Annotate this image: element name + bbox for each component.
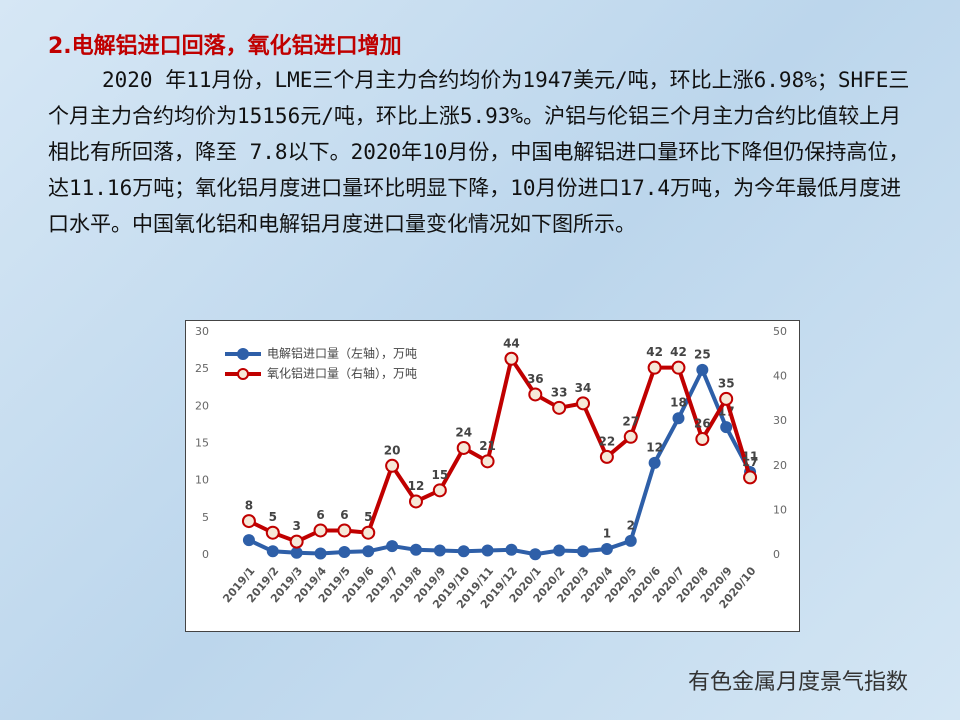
marker <box>528 387 543 402</box>
data-label: 1 <box>603 527 611 541</box>
data-label: 35 <box>718 376 735 390</box>
marker <box>408 494 423 509</box>
marker <box>337 523 352 538</box>
y2-tick-label: 0 <box>773 548 780 561</box>
data-label: 3 <box>292 519 300 533</box>
marker <box>386 540 399 553</box>
marker <box>505 543 518 556</box>
marker <box>720 421 733 434</box>
marker <box>672 412 685 425</box>
marker <box>623 429 638 444</box>
data-label: 42 <box>670 345 687 359</box>
marker <box>290 546 303 559</box>
marker <box>529 548 542 561</box>
marker <box>338 546 351 559</box>
data-label: 15 <box>431 468 448 482</box>
data-label: 42 <box>646 345 663 359</box>
data-label: 5 <box>364 510 372 524</box>
data-label: 6 <box>340 508 348 522</box>
marker <box>241 514 256 529</box>
marker <box>313 523 328 538</box>
data-label: 12 <box>408 479 425 493</box>
legend-label: 氧化铝进口量（右轴），万吨 <box>267 366 417 381</box>
data-label: 24 <box>455 425 472 439</box>
marker <box>361 525 376 540</box>
marker <box>553 544 566 557</box>
y-tick-label: 10 <box>195 474 209 487</box>
marker <box>577 545 590 558</box>
marker <box>648 456 661 469</box>
y2-tick-label: 20 <box>773 459 787 472</box>
y-tick-label: 20 <box>195 399 209 412</box>
marker <box>456 440 471 455</box>
marker <box>433 544 446 557</box>
data-label: 12 <box>646 440 663 454</box>
marker <box>432 483 447 498</box>
data-label: 21 <box>479 439 496 453</box>
y-tick-label: 0 <box>202 548 209 561</box>
y2-tick-label: 40 <box>773 370 787 383</box>
legend-marker <box>237 368 249 380</box>
marker <box>289 534 304 549</box>
marker <box>266 545 279 558</box>
y-tick-label: 5 <box>202 511 209 524</box>
marker <box>480 454 495 469</box>
marker <box>743 470 758 485</box>
y2-tick-label: 10 <box>773 503 787 516</box>
y2-tick-label: 50 <box>773 325 787 338</box>
legend-label: 电解铝进口量（左轴），万吨 <box>267 346 417 361</box>
marker <box>457 545 470 558</box>
legend-marker <box>237 348 249 360</box>
marker <box>552 400 567 415</box>
data-label: 17 <box>742 455 759 469</box>
marker <box>719 391 734 406</box>
marker <box>600 543 613 556</box>
y-tick-label: 15 <box>195 437 209 450</box>
footer: 有色金属月度景气指数 <box>688 670 909 695</box>
chart-box: 0 5 10 15 20 25 30 0 10 20 30 40 50 2019/1 2019/2 2019/… <box>185 320 800 636</box>
data-label: 44 <box>503 336 520 350</box>
data-label: 20 <box>384 443 401 457</box>
heading: 2.电解铝进口回落，氧化铝进口增加 <box>48 34 402 59</box>
data-label: 27 <box>622 414 639 428</box>
data-label: 33 <box>551 385 568 399</box>
y-tick-label: 25 <box>195 362 209 375</box>
marker <box>695 432 710 447</box>
marker <box>314 547 327 560</box>
data-label: 25 <box>694 347 711 361</box>
paragraph: 2020 年11月份，LME三个月主力合约均价为1947美元/吨，环比上涨6.9… <box>48 68 910 236</box>
data-label: 18 <box>670 396 687 410</box>
marker <box>362 545 375 558</box>
marker <box>671 360 686 375</box>
data-label: 2 <box>627 518 635 532</box>
series-line <box>248 365 752 557</box>
marker <box>409 543 422 556</box>
chart: 051015202530010203040502019/12019/22019/… <box>185 320 800 632</box>
marker <box>696 363 709 376</box>
marker <box>504 351 519 366</box>
marker <box>481 544 494 557</box>
marker <box>576 396 591 411</box>
data-label: 6 <box>316 508 324 522</box>
marker <box>242 534 255 547</box>
data-label: 22 <box>599 434 616 448</box>
y2-tick-label: 30 <box>773 414 787 427</box>
series-line <box>248 353 752 544</box>
data-label: 8 <box>245 499 253 513</box>
data-label: 34 <box>575 381 592 395</box>
marker <box>385 458 400 473</box>
data-label: 5 <box>269 510 277 524</box>
marker <box>265 525 280 540</box>
data-label: 26 <box>694 417 711 431</box>
y-tick-label: 30 <box>195 325 209 338</box>
marker <box>599 449 614 464</box>
marker <box>624 534 637 547</box>
data-label: 36 <box>527 372 544 386</box>
marker <box>647 360 662 375</box>
